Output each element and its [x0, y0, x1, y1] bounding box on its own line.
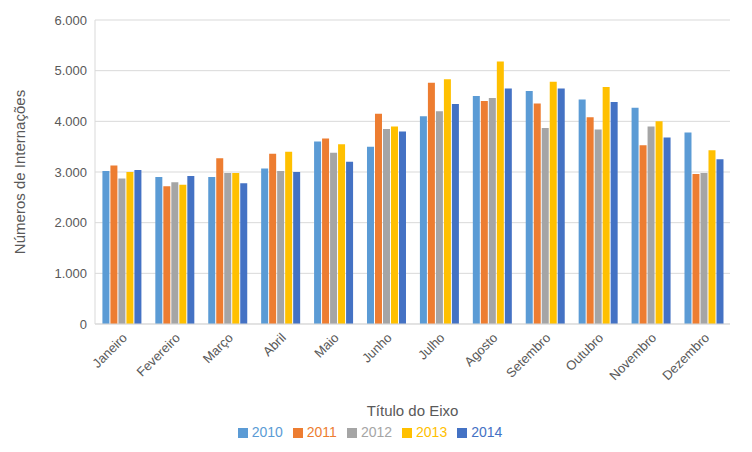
- svg-text:4.000: 4.000: [54, 114, 87, 129]
- svg-text:Fevereiro: Fevereiro: [134, 330, 183, 379]
- svg-text:Maio: Maio: [311, 330, 342, 361]
- svg-text:Abril: Abril: [260, 330, 289, 359]
- svg-text:Dezembro: Dezembro: [659, 330, 712, 383]
- svg-text:Janeiro: Janeiro: [89, 330, 130, 371]
- svg-text:Julho: Julho: [415, 330, 448, 363]
- svg-text:Junho: Junho: [359, 330, 395, 366]
- svg-text:2.000: 2.000: [54, 215, 87, 230]
- svg-text:Novembro: Novembro: [606, 330, 659, 383]
- html-text:2013: 2013: [416, 424, 448, 440]
- svg-text:Março: Março: [200, 330, 236, 366]
- html-text:2012: 2012: [360, 424, 392, 440]
- html-text:2010: 2010: [251, 424, 283, 440]
- html-text:2011: 2011: [306, 424, 337, 440]
- svg-text:6.000: 6.000: [54, 13, 87, 28]
- html-text:2014: 2014: [471, 424, 503, 440]
- svg-text:Setembro: Setembro: [503, 330, 553, 380]
- svg-text:1.000: 1.000: [54, 266, 87, 281]
- svg-text:0: 0: [80, 317, 87, 332]
- svg-text:Título do Eixo: Título do Eixo: [367, 402, 459, 419]
- svg-text:Outubro: Outubro: [563, 330, 607, 374]
- svg-text:Números de Internações: Números de Internações: [11, 90, 28, 254]
- svg-text:Agosto: Agosto: [461, 330, 500, 369]
- svg-text:3.000: 3.000: [54, 165, 87, 180]
- svg-text:5.000: 5.000: [54, 63, 87, 78]
